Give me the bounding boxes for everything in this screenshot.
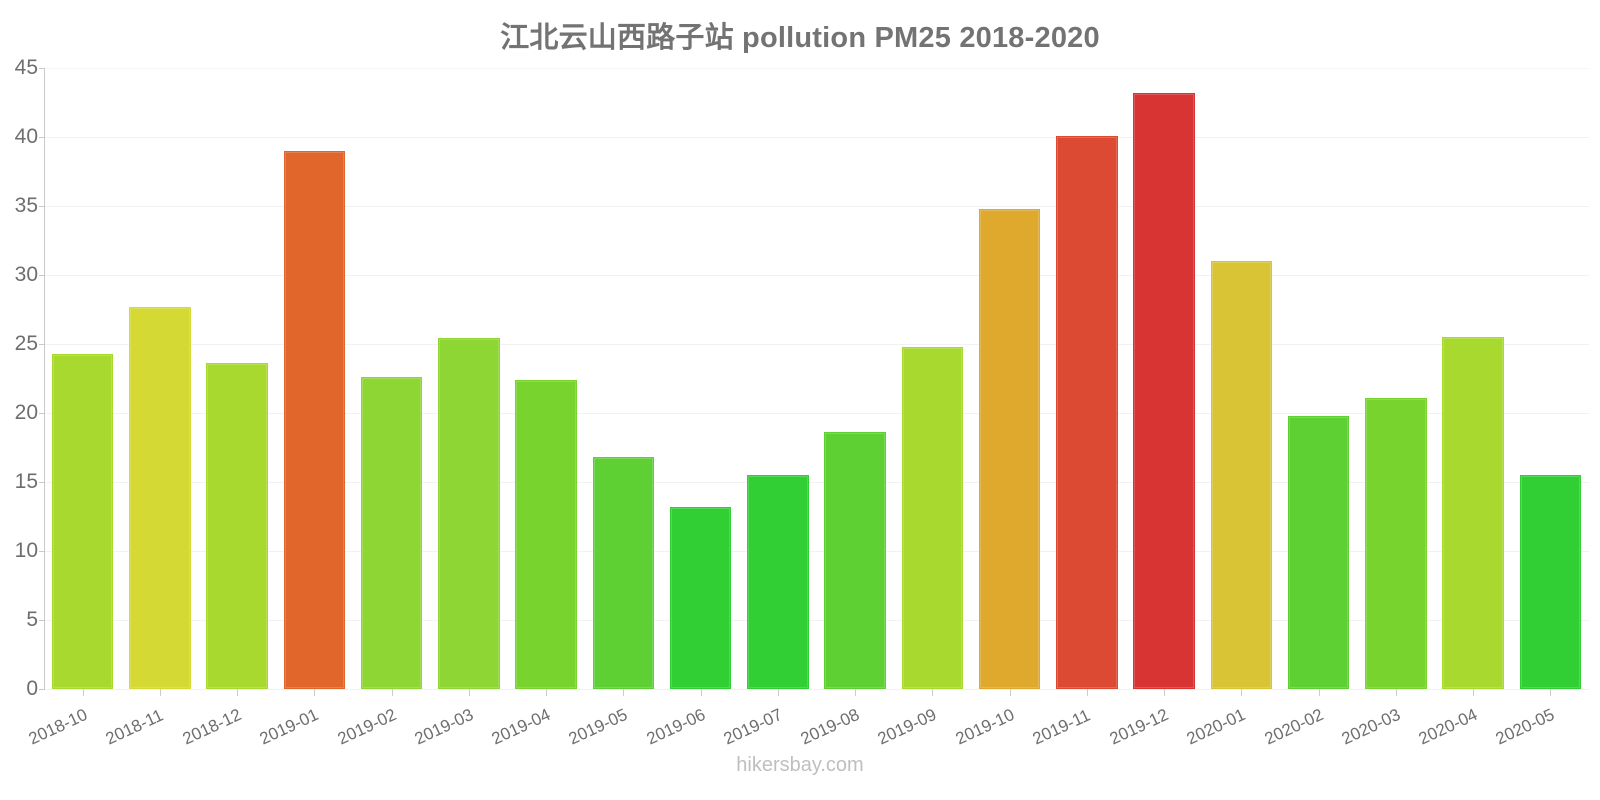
x-axis-tick-mark bbox=[855, 689, 857, 696]
x-axis-tick-mark bbox=[1473, 689, 1475, 696]
bar-2019-11[interactable] bbox=[1056, 135, 1118, 689]
x-axis-tick-label: 2019-05 bbox=[566, 704, 631, 749]
x-axis-tick-label: 2019-12 bbox=[1106, 704, 1172, 749]
x-axis-tick-label: 2019-08 bbox=[797, 704, 863, 749]
x-axis-tick-label: 2018-10 bbox=[25, 704, 90, 749]
x-axis-tick-label: 2019-01 bbox=[257, 704, 322, 749]
y-axis-line bbox=[44, 68, 45, 689]
x-axis-tick-mark bbox=[1086, 689, 1088, 696]
x-axis-tick-label: 2018-11 bbox=[102, 705, 167, 749]
y-axis-tick-mark bbox=[39, 68, 45, 69]
y-axis-tick-mark bbox=[39, 689, 45, 690]
y-axis-tick-label: 0 bbox=[26, 677, 38, 700]
y-axis-tick-label: 15 bbox=[14, 470, 38, 493]
x-axis-tick-mark bbox=[391, 689, 393, 696]
plot-area bbox=[44, 68, 1589, 689]
x-axis-tick-mark bbox=[623, 689, 625, 696]
x-axis-tick-mark bbox=[1241, 689, 1243, 696]
gridline bbox=[44, 206, 1589, 207]
y-axis-tick-mark bbox=[39, 344, 45, 345]
bar-2019-07[interactable] bbox=[747, 475, 809, 689]
gridline bbox=[44, 689, 1589, 690]
bar-2019-12[interactable] bbox=[1133, 92, 1195, 689]
x-axis-tick-mark bbox=[314, 689, 316, 696]
x-axis-tick-mark bbox=[546, 689, 548, 696]
x-axis-tick-label: 2020-01 bbox=[1184, 704, 1249, 749]
bar-2019-05[interactable] bbox=[592, 457, 655, 689]
gridline bbox=[44, 413, 1589, 414]
x-axis-tick-mark bbox=[1164, 689, 1166, 696]
bar-2020-01[interactable] bbox=[1210, 261, 1273, 689]
y-axis-tick-mark bbox=[39, 413, 45, 414]
x-axis-tick-label: 2020-03 bbox=[1338, 704, 1404, 749]
x-axis-tick-label: 2020-05 bbox=[1493, 704, 1558, 749]
y-axis-tick-label: 30 bbox=[14, 263, 38, 286]
y-axis-tick-label: 35 bbox=[14, 194, 38, 217]
x-axis-tick-mark bbox=[1550, 689, 1552, 696]
bar-2020-02[interactable] bbox=[1287, 415, 1350, 689]
x-axis-tick-label: 2019-04 bbox=[488, 704, 554, 749]
x-axis-tick-label: 2020-02 bbox=[1261, 704, 1326, 749]
gridline bbox=[44, 68, 1589, 69]
y-axis-tick-label: 10 bbox=[14, 539, 38, 562]
bar-2019-10[interactable] bbox=[978, 208, 1041, 689]
x-axis-tick-label: 2019-11 bbox=[1029, 705, 1094, 749]
gridline bbox=[44, 344, 1589, 345]
y-axis-tick-label: 45 bbox=[14, 56, 38, 79]
x-axis-tick-mark bbox=[82, 689, 84, 696]
footer-credit: hikersbay.com bbox=[736, 754, 864, 776]
y-axis-tick-label: 40 bbox=[14, 125, 38, 148]
y-axis-tick-mark bbox=[39, 620, 45, 621]
y-axis-tick-mark bbox=[39, 137, 45, 138]
chart-title: 江北云山西路子站 pollution PM25 2018-2020 bbox=[500, 22, 1100, 54]
bar-2019-06[interactable] bbox=[669, 506, 732, 689]
y-axis-tick-labels: 0 5 10 15 20 25 30 35 40 45 bbox=[0, 56, 38, 700]
x-axis-tick-mark bbox=[1318, 689, 1320, 696]
x-axis-tick-mark bbox=[777, 689, 779, 696]
y-axis-tick-mark bbox=[39, 551, 45, 552]
x-axis-tick-mark bbox=[700, 689, 702, 696]
bar-2019-09[interactable] bbox=[901, 346, 964, 689]
x-axis-tick-label: 2019-09 bbox=[875, 704, 940, 749]
x-axis-tick-label: 2018-12 bbox=[179, 704, 245, 749]
bar-2018-10[interactable] bbox=[51, 353, 114, 689]
y-axis-tick-label: 20 bbox=[14, 401, 38, 424]
x-axis-tick-label: 2019-10 bbox=[952, 704, 1017, 749]
bar-2019-04[interactable] bbox=[515, 379, 577, 689]
bar-2019-08[interactable] bbox=[824, 432, 886, 689]
x-axis-tick-label: 2019-06 bbox=[643, 704, 708, 749]
x-axis-tick-label: 2019-07 bbox=[720, 704, 786, 749]
x-axis-tick-mark bbox=[932, 689, 934, 696]
y-axis-tick-label: 5 bbox=[26, 608, 38, 631]
bar-2020-04[interactable] bbox=[1442, 337, 1504, 689]
gridline bbox=[44, 137, 1589, 138]
y-axis-tick-mark bbox=[39, 275, 45, 276]
x-axis-tick-label: 2019-03 bbox=[411, 704, 477, 749]
gridline bbox=[44, 620, 1589, 621]
x-axis-tick-label: 2020-04 bbox=[1415, 704, 1481, 749]
bar-2019-02[interactable] bbox=[360, 377, 423, 689]
gridline bbox=[44, 482, 1589, 483]
x-axis-tick-label: 2019-02 bbox=[334, 704, 399, 749]
y-axis-tick-mark bbox=[39, 206, 45, 207]
bar-2020-03[interactable] bbox=[1365, 397, 1427, 689]
bar-2018-12[interactable] bbox=[206, 363, 268, 689]
bar-2018-11[interactable] bbox=[129, 306, 191, 689]
y-axis-tick-mark bbox=[39, 482, 45, 483]
gridline bbox=[44, 551, 1589, 552]
gridline bbox=[44, 275, 1589, 276]
x-axis-tick-mark bbox=[468, 689, 470, 696]
x-axis-tick-mark bbox=[1009, 689, 1011, 696]
y-axis-tick-label: 25 bbox=[14, 332, 38, 355]
x-axis-tick-mark bbox=[159, 689, 161, 696]
bar-2019-01[interactable] bbox=[283, 150, 346, 689]
bar-2019-03[interactable] bbox=[438, 338, 500, 689]
bar-2020-05[interactable] bbox=[1519, 475, 1582, 689]
x-axis-tick-mark bbox=[237, 689, 239, 696]
x-axis-tick-mark bbox=[1395, 689, 1397, 696]
